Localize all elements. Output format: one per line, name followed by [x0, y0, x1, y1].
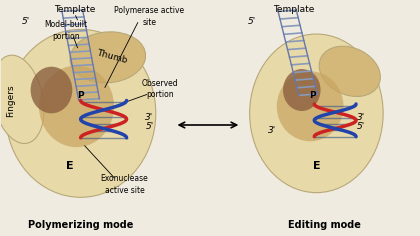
- Text: 5': 5': [357, 122, 365, 131]
- Text: 5': 5': [248, 17, 256, 26]
- Text: E: E: [66, 161, 74, 171]
- Ellipse shape: [39, 66, 114, 147]
- Text: Model-built
portion: Model-built portion: [45, 21, 88, 41]
- Text: Polymerizing mode: Polymerizing mode: [28, 220, 133, 230]
- Ellipse shape: [283, 69, 320, 111]
- Text: P: P: [77, 91, 84, 100]
- Text: E: E: [312, 161, 320, 171]
- Text: 3': 3': [145, 113, 154, 122]
- Text: P: P: [309, 91, 315, 100]
- Text: 5': 5': [145, 122, 154, 131]
- Text: Template: Template: [273, 5, 314, 14]
- Text: Exonuclease
active site: Exonuclease active site: [101, 174, 148, 194]
- Text: 3': 3': [268, 126, 277, 135]
- Text: Observed
portion: Observed portion: [142, 79, 178, 99]
- Text: Polymerase active
site: Polymerase active site: [114, 7, 184, 27]
- Text: Editing mode: Editing mode: [288, 220, 361, 230]
- Ellipse shape: [31, 67, 72, 113]
- Ellipse shape: [70, 32, 146, 83]
- Text: Fingers: Fingers: [6, 84, 15, 117]
- Text: Thumb: Thumb: [96, 48, 128, 65]
- Ellipse shape: [319, 46, 381, 97]
- Ellipse shape: [0, 55, 44, 143]
- Text: Template: Template: [54, 5, 95, 14]
- Text: 3': 3': [357, 113, 365, 122]
- Ellipse shape: [5, 29, 156, 197]
- Text: 5': 5': [21, 17, 30, 26]
- Ellipse shape: [249, 34, 383, 193]
- Ellipse shape: [277, 71, 344, 141]
